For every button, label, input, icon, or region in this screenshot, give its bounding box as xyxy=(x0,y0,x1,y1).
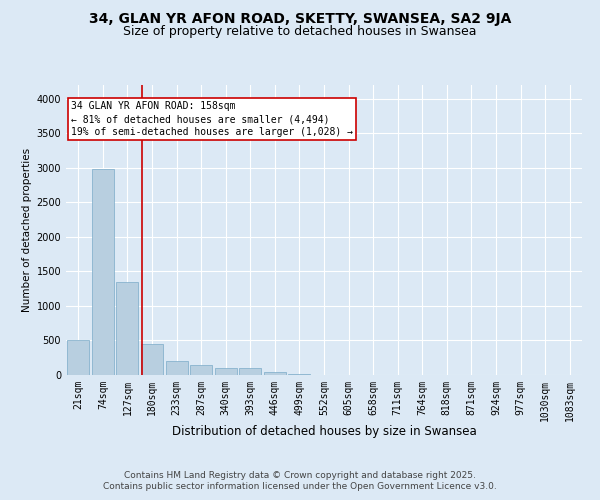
Bar xyxy=(141,344,163,375)
Text: 34, GLAN YR AFON ROAD, SKETTY, SWANSEA, SA2 9JA: 34, GLAN YR AFON ROAD, SKETTY, SWANSEA, … xyxy=(89,12,511,26)
Bar xyxy=(190,364,212,375)
Text: Size of property relative to detached houses in Swansea: Size of property relative to detached ho… xyxy=(123,25,477,38)
Bar xyxy=(239,368,262,375)
X-axis label: Distribution of detached houses by size in Swansea: Distribution of detached houses by size … xyxy=(172,425,476,438)
Bar xyxy=(67,340,89,375)
Bar xyxy=(92,169,114,375)
Bar xyxy=(215,368,237,375)
Text: 34 GLAN YR AFON ROAD: 158sqm
← 81% of detached houses are smaller (4,494)
19% of: 34 GLAN YR AFON ROAD: 158sqm ← 81% of de… xyxy=(71,101,353,138)
Text: Contains public sector information licensed under the Open Government Licence v3: Contains public sector information licen… xyxy=(103,482,497,491)
Bar xyxy=(166,361,188,375)
Bar xyxy=(116,282,139,375)
Bar xyxy=(264,372,286,375)
Y-axis label: Number of detached properties: Number of detached properties xyxy=(22,148,32,312)
Text: Contains HM Land Registry data © Crown copyright and database right 2025.: Contains HM Land Registry data © Crown c… xyxy=(124,471,476,480)
Bar xyxy=(289,374,310,375)
